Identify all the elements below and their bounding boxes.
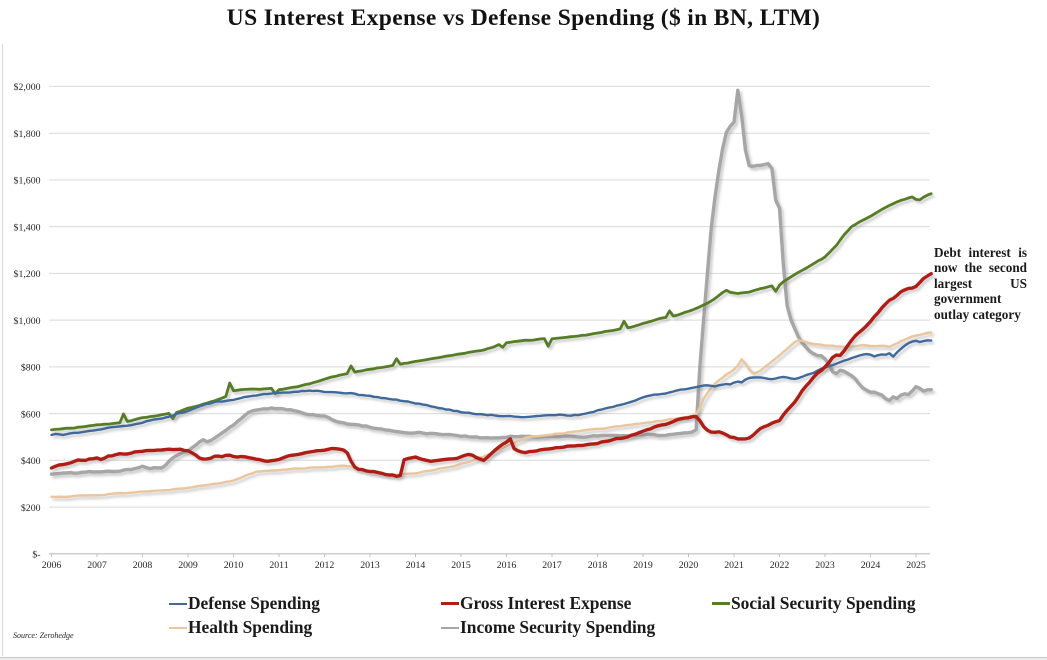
svg-text:2013: 2013 <box>360 560 380 571</box>
svg-text:$-: $- <box>32 550 40 561</box>
svg-text:2019: 2019 <box>633 560 653 571</box>
svg-text:$800: $800 <box>21 363 41 374</box>
svg-text:2020: 2020 <box>679 560 699 571</box>
svg-text:2012: 2012 <box>315 560 335 571</box>
svg-text:$1,400: $1,400 <box>14 222 41 233</box>
svg-text:2018: 2018 <box>588 560 608 571</box>
svg-text:$1,200: $1,200 <box>14 269 41 280</box>
svg-text:2009: 2009 <box>178 560 198 571</box>
svg-text:2011: 2011 <box>269 560 288 571</box>
svg-text:2007: 2007 <box>87 560 107 571</box>
svg-text:2008: 2008 <box>133 560 153 571</box>
svg-text:2015: 2015 <box>451 560 471 571</box>
svg-text:2022: 2022 <box>770 560 790 571</box>
svg-text:2021: 2021 <box>724 560 744 571</box>
svg-text:2010: 2010 <box>224 560 244 571</box>
svg-text:2016: 2016 <box>497 560 517 571</box>
svg-text:2023: 2023 <box>815 560 835 571</box>
svg-text:2024: 2024 <box>861 560 881 571</box>
svg-text:$2,000: $2,000 <box>14 82 41 93</box>
svg-text:$1,000: $1,000 <box>14 316 41 327</box>
svg-text:2025: 2025 <box>906 560 926 571</box>
svg-text:$1,800: $1,800 <box>14 129 41 140</box>
svg-text:$200: $200 <box>21 503 41 514</box>
svg-text:2006: 2006 <box>42 560 62 571</box>
svg-text:2014: 2014 <box>406 560 426 571</box>
svg-text:$1,600: $1,600 <box>14 176 41 187</box>
svg-text:$400: $400 <box>21 456 41 467</box>
svg-text:$600: $600 <box>21 409 41 420</box>
svg-text:2017: 2017 <box>542 560 562 571</box>
